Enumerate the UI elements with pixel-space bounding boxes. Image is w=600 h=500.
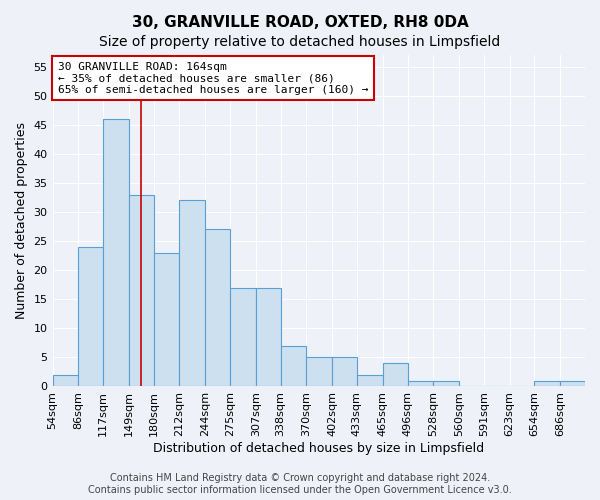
Bar [256,288,281,386]
X-axis label: Distribution of detached houses by size in Limpsfield: Distribution of detached houses by size … [153,442,484,455]
Bar [281,346,307,387]
Bar [560,380,585,386]
Bar [433,380,459,386]
Bar [154,252,179,386]
Bar [205,230,230,386]
Y-axis label: Number of detached properties: Number of detached properties [15,122,28,319]
Bar [535,380,560,386]
Bar [179,200,205,386]
Bar [230,288,256,386]
Bar [53,375,78,386]
Bar [407,380,433,386]
Bar [383,363,407,386]
Text: Size of property relative to detached houses in Limpsfield: Size of property relative to detached ho… [100,35,500,49]
Text: Contains HM Land Registry data © Crown copyright and database right 2024.
Contai: Contains HM Land Registry data © Crown c… [88,474,512,495]
Bar [129,194,154,386]
Bar [307,358,332,386]
Bar [357,375,383,386]
Bar [103,119,129,386]
Bar [332,358,357,386]
Bar [78,247,103,386]
Text: 30 GRANVILLE ROAD: 164sqm
← 35% of detached houses are smaller (86)
65% of semi-: 30 GRANVILLE ROAD: 164sqm ← 35% of detac… [58,62,368,95]
Text: 30, GRANVILLE ROAD, OXTED, RH8 0DA: 30, GRANVILLE ROAD, OXTED, RH8 0DA [131,15,469,30]
